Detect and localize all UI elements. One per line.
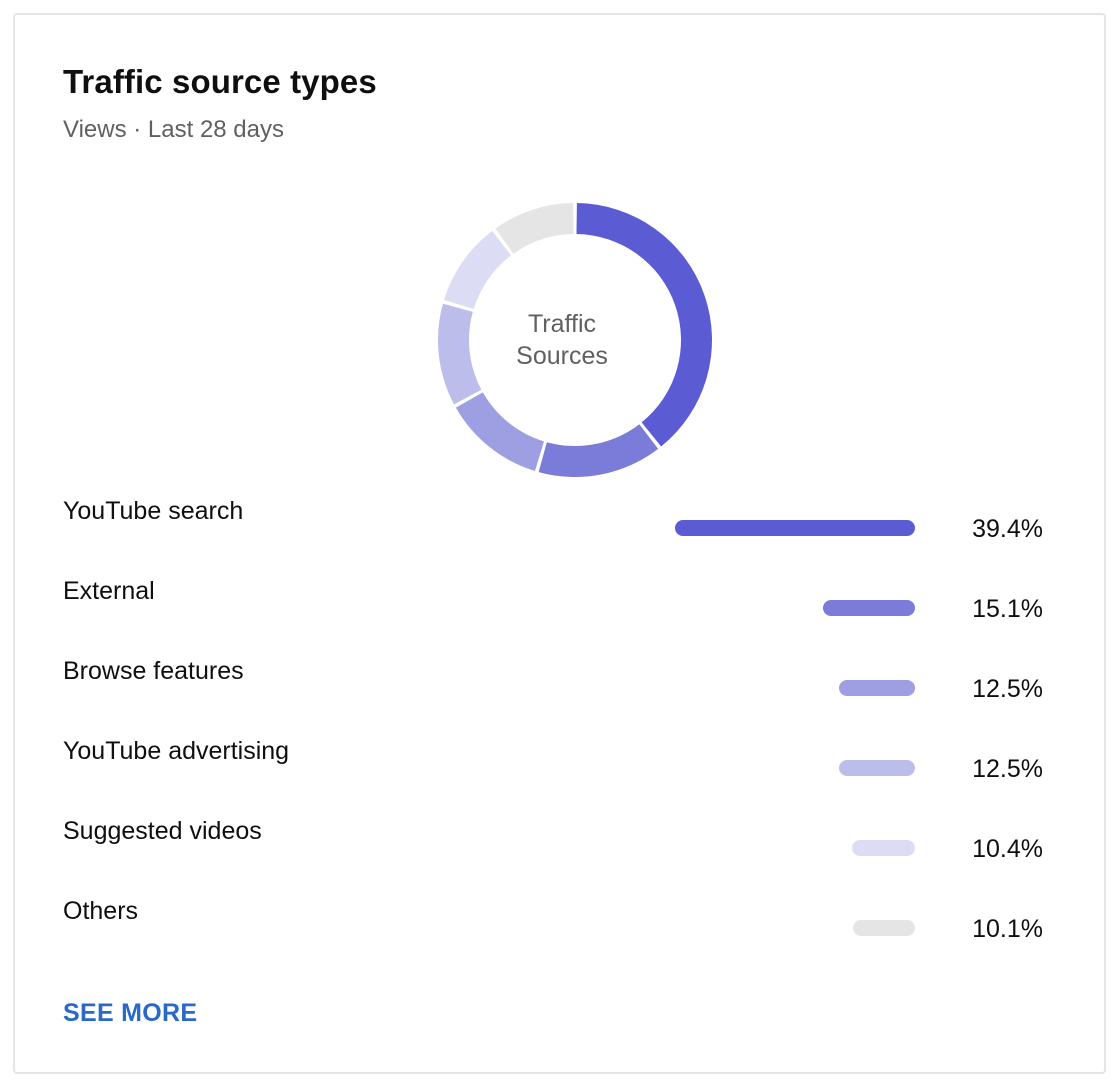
donut-slice — [495, 203, 574, 254]
traffic-source-bar — [839, 760, 915, 776]
traffic-source-row: YouTube search 39.4% — [63, 483, 1063, 563]
traffic-source-percent: 15.1% — [972, 595, 1043, 623]
see-more-link[interactable]: SEE MORE — [63, 999, 198, 1027]
card-subtitle: Views · Last 28 days — [63, 116, 285, 143]
traffic-source-label: YouTube advertising — [63, 737, 290, 765]
traffic-source-bar — [823, 600, 915, 616]
traffic-source-bar-track — [675, 600, 915, 616]
donut-center-label-line-2: Sources — [516, 342, 608, 370]
traffic-source-row: Suggested videos 10.4% — [63, 803, 1063, 883]
traffic-source-label: External — [63, 577, 155, 605]
traffic-source-row: Browse features 12.5% — [63, 643, 1063, 723]
traffic-source-label: Suggested videos — [63, 817, 262, 845]
donut-slice — [455, 392, 545, 472]
donut-slices — [438, 203, 712, 477]
donut-center-label-line-1: Traffic — [528, 310, 596, 338]
donut-slice — [538, 424, 659, 477]
traffic-source-percent: 10.1% — [972, 915, 1043, 943]
traffic-source-percent: 10.4% — [972, 835, 1043, 863]
traffic-source-label: YouTube search — [63, 497, 244, 525]
traffic-source-bar-track — [675, 520, 915, 536]
traffic-source-percent: 39.4% — [972, 515, 1043, 543]
traffic-source-list: YouTube search 39.4% External 15.1% Browse f… — [63, 483, 1063, 963]
donut-slice — [443, 230, 511, 310]
traffic-source-card: Traffic source types Views · Last 28 day… — [13, 13, 1106, 1074]
donut-slice — [576, 203, 712, 447]
traffic-source-bar-track — [675, 680, 915, 696]
traffic-source-bar — [839, 680, 915, 696]
traffic-source-bar — [853, 920, 915, 936]
traffic-source-percent: 12.5% — [972, 675, 1043, 703]
traffic-source-percent: 12.5% — [972, 755, 1043, 783]
traffic-source-row: External 15.1% — [63, 563, 1063, 643]
traffic-source-bar-track — [675, 920, 915, 936]
donut-slice — [438, 303, 482, 405]
donut-chart: Traffic Sources — [438, 203, 712, 477]
traffic-source-label: Browse features — [63, 657, 244, 685]
traffic-source-bar — [675, 520, 915, 536]
traffic-source-row: YouTube advertising 12.5% — [63, 723, 1063, 803]
traffic-source-row: Others 10.1% — [63, 883, 1063, 963]
traffic-source-label: Others — [63, 897, 139, 925]
traffic-source-bar-track — [675, 760, 915, 776]
card-title: Traffic source types — [63, 63, 377, 100]
traffic-source-bar — [852, 840, 915, 856]
traffic-source-bar-track — [675, 840, 915, 856]
